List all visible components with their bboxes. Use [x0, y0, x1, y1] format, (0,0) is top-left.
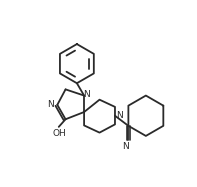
- Text: OH: OH: [53, 129, 66, 138]
- Text: N: N: [47, 100, 54, 109]
- Text: N: N: [83, 90, 89, 99]
- Text: N: N: [116, 111, 123, 120]
- Text: N: N: [122, 142, 129, 151]
